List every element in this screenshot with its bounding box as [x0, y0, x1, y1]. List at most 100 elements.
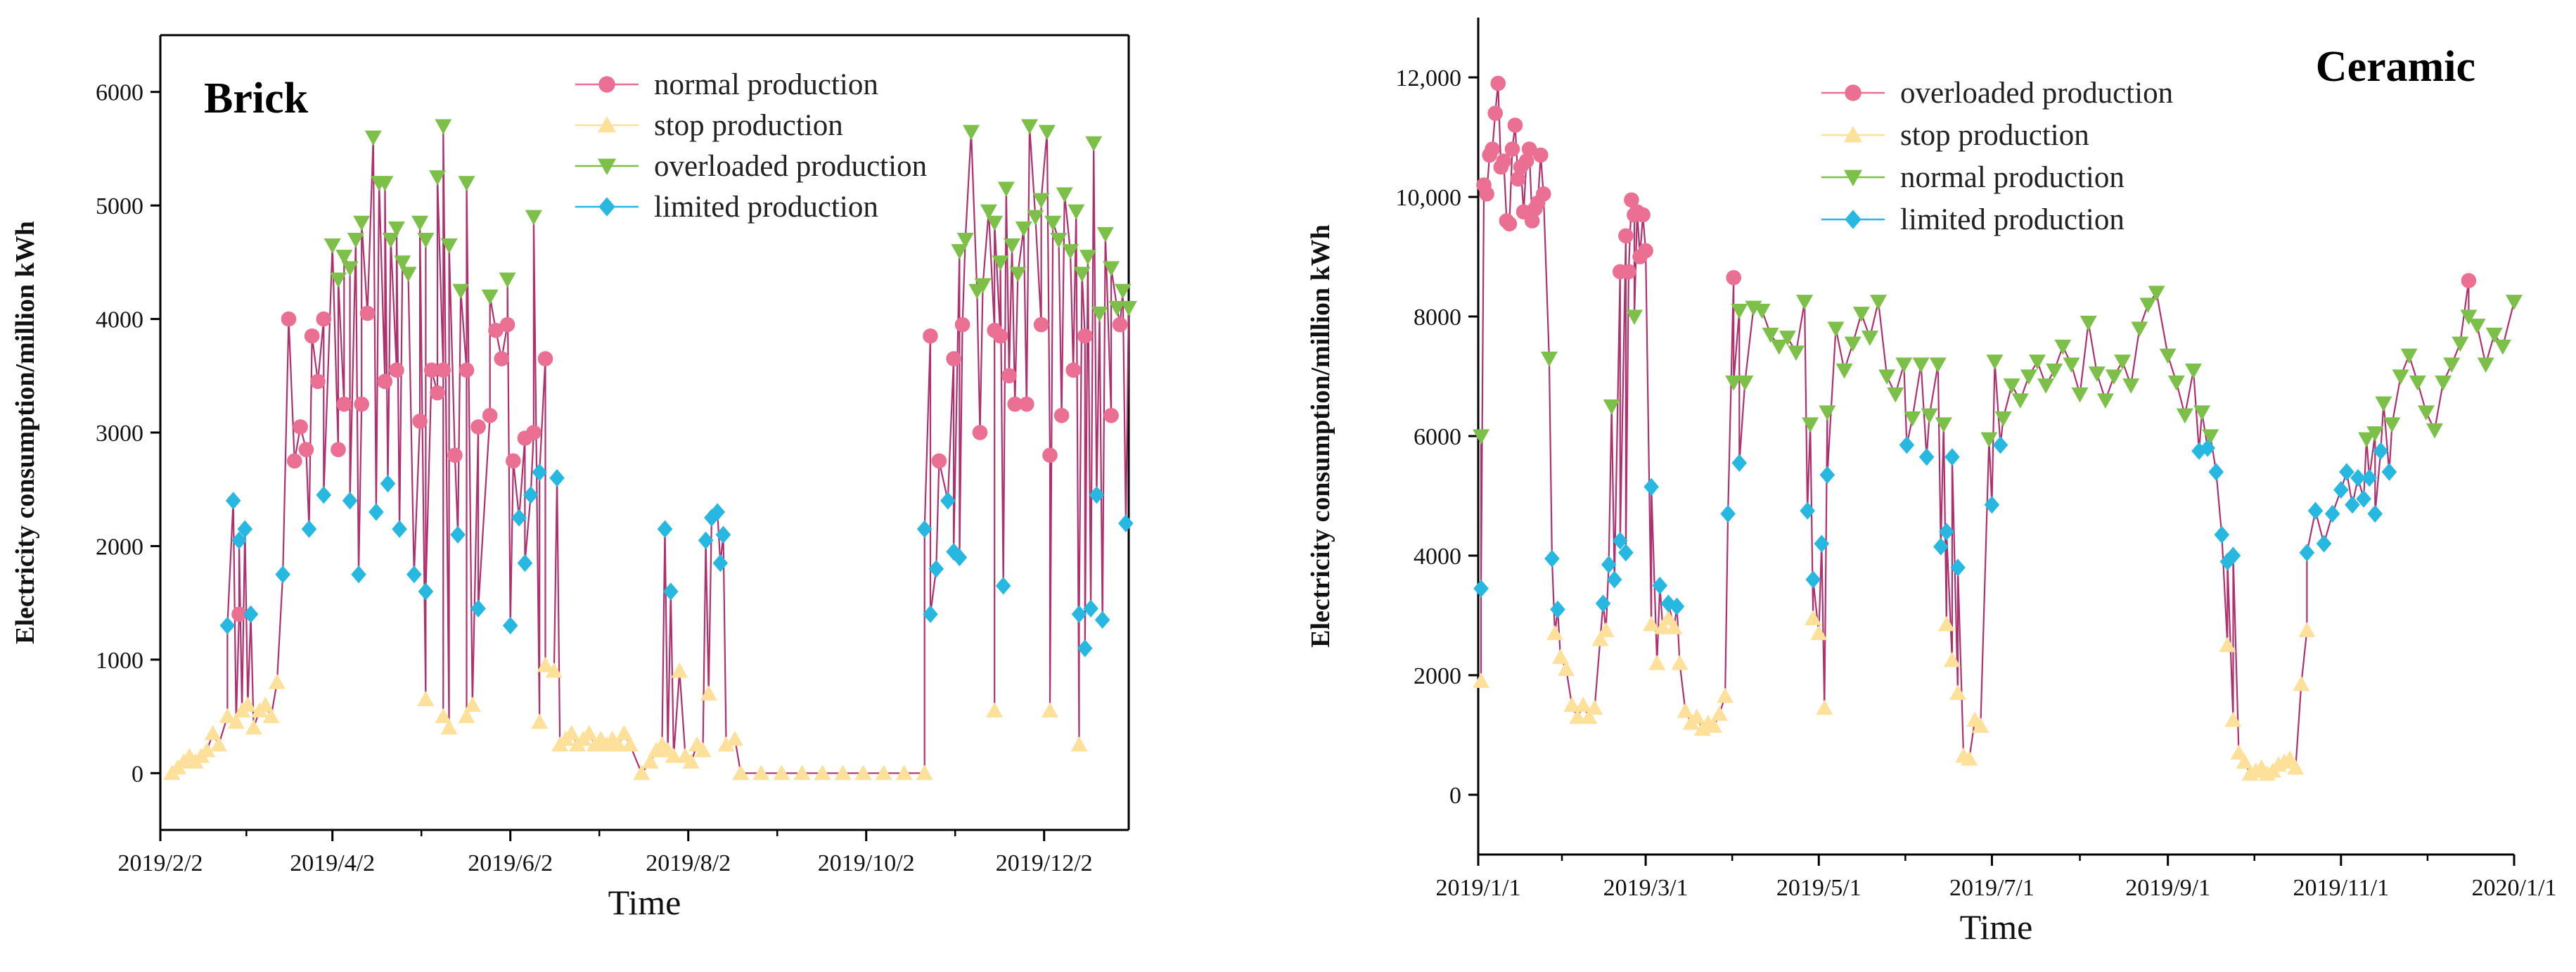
ceramic-data-point	[1805, 570, 1821, 589]
brick-x-tick-label: 2019/12/2	[996, 850, 1093, 876]
brick-data-point	[615, 724, 633, 741]
brick-data-point	[1114, 283, 1132, 300]
ceramic-data-point	[1544, 549, 1560, 568]
brick-data-point	[1032, 193, 1050, 209]
ceramic-data-point	[1521, 141, 1537, 157]
brick-data-point	[227, 713, 245, 729]
brick-data-point	[423, 362, 440, 378]
brick-data-point	[412, 414, 428, 429]
ceramic-data-point	[1720, 504, 1736, 523]
brick-data-point	[1004, 238, 1021, 254]
brick-data-point	[482, 407, 498, 423]
ceramic-data-point	[1510, 171, 1526, 187]
ceramic-x-tick-label: 2019/7/1	[1949, 875, 2034, 901]
ceramic-legend-marker-3	[1845, 210, 1861, 229]
brick-data-point	[963, 124, 980, 141]
brick-data-point	[351, 565, 366, 584]
brick-data-point	[610, 736, 627, 752]
brick-data-point	[1089, 486, 1105, 504]
brick-data-point	[712, 554, 729, 573]
brick-data-point	[262, 708, 280, 724]
ceramic-data-point	[2362, 468, 2377, 487]
brick-legend-label-2: overloaded production	[654, 150, 927, 183]
ceramic-data-point	[1870, 295, 1888, 310]
brick-series-1-markers	[163, 656, 1088, 780]
brick-y-tick-label: 3000	[96, 421, 143, 447]
brick-data-point	[1077, 639, 1093, 658]
ceramic-data-point	[1717, 687, 1734, 703]
ceramic-data-point	[1479, 186, 1494, 202]
ceramic-data-point	[2468, 319, 2486, 334]
brick-data-point	[834, 765, 852, 780]
brick-data-point	[580, 724, 598, 741]
brick-data-point	[335, 250, 353, 265]
ceramic-data-point	[1753, 303, 1771, 319]
brick-data-point	[429, 170, 447, 186]
ceramic-data-point	[2105, 369, 2122, 385]
brick-data-point	[231, 606, 247, 622]
brick-data-point	[417, 232, 435, 248]
brick-data-point	[1027, 210, 1044, 226]
ceramic-data-point	[1943, 651, 1961, 667]
brick-data-point	[1056, 187, 1073, 203]
brick-data-point	[951, 548, 968, 567]
ceramic-data-point	[1504, 141, 1520, 157]
ceramic-data-point	[1654, 619, 1672, 634]
ceramic-data-point	[2452, 336, 2469, 352]
brick-data-point	[986, 215, 1004, 231]
ceramic-data-point	[1731, 454, 1748, 472]
ceramic-data-point	[1490, 75, 1506, 91]
ceramic-x-tick-label: 2019/5/1	[1776, 875, 1861, 901]
brick-data-point	[435, 119, 452, 135]
ceramic-data-point	[2316, 535, 2332, 553]
brick-data-point	[511, 509, 527, 527]
brick-data-point	[523, 486, 539, 504]
ceramic-data-point	[1625, 309, 1643, 325]
ceramic-data-point	[2159, 348, 2177, 364]
ceramic-data-point	[1980, 432, 1998, 448]
brick-data-point	[406, 565, 422, 584]
ceramic-data-point	[1618, 228, 1634, 244]
ceramic-data-point	[2214, 525, 2230, 544]
ceramic-data-point	[2071, 387, 2089, 403]
brick-data-point	[940, 492, 956, 510]
brick-data-point	[1085, 136, 1103, 152]
ceramic-data-point	[1552, 648, 1570, 665]
brick-data-point	[1103, 261, 1120, 276]
brick-data-point	[481, 289, 499, 305]
ceramic-data-point	[1580, 708, 1598, 724]
brick-data-point	[854, 765, 872, 780]
ceramic-data-point	[1643, 478, 1659, 496]
ceramic-data-point	[1937, 615, 1955, 632]
ceramic-data-point	[2299, 544, 2315, 562]
ceramic-data-point	[1496, 153, 1512, 169]
ceramic-data-point	[2080, 315, 2097, 331]
ceramic-data-point	[1518, 153, 1534, 169]
brick-data-point	[814, 765, 831, 780]
brick-series-2-markers	[323, 119, 1137, 322]
brick-y-tick-label: 0	[132, 761, 143, 787]
ceramic-data-point	[1586, 699, 1603, 715]
brick-data-point	[1118, 514, 1134, 532]
brick-data-point	[715, 525, 731, 544]
brick-data-point	[341, 261, 359, 276]
ceramic-data-point	[2381, 463, 2397, 481]
brick-data-point	[382, 232, 399, 248]
ceramic-data-point	[1972, 717, 1989, 733]
brick-data-point	[1020, 119, 1038, 135]
brick-data-point	[1044, 215, 1062, 231]
brick-data-point	[972, 425, 988, 440]
brick-x-tick-label: 2019/8/2	[646, 850, 731, 876]
brick-data-point	[275, 565, 290, 584]
brick-data-point	[563, 724, 580, 741]
ceramic-data-point	[2003, 378, 2020, 394]
brick-data-point	[545, 663, 563, 678]
brick-x-tick-label: 2019/10/2	[818, 850, 915, 876]
brick-y-tick-label: 4000	[96, 307, 143, 333]
brick-data-point	[1071, 605, 1087, 623]
ceramic-data-point	[1787, 345, 1805, 361]
brick-data-point	[377, 373, 393, 390]
ceramic-y-tick-label: 4000	[1414, 544, 1461, 570]
brick-data-point	[225, 492, 241, 510]
brick-data-point	[951, 244, 968, 260]
